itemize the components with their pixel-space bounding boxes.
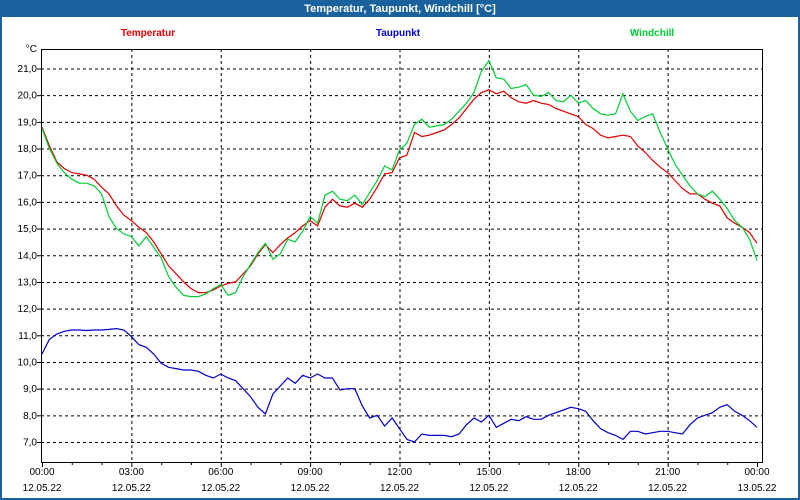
window-title: Temperatur, Taupunkt, Windchill [°C]	[2, 2, 798, 17]
series-taupunkt	[41, 327, 758, 443]
x-tick-time-label: 09:00	[298, 467, 323, 478]
y-tick-label: 19,0	[18, 117, 38, 128]
y-tick-label: 17,0	[18, 171, 38, 182]
x-tick-time-label: 21:00	[655, 467, 680, 478]
series-windchill	[41, 59, 758, 298]
y-tick-label: 13,0	[18, 277, 38, 288]
x-tick-date-label: 13.05.22	[738, 483, 777, 494]
legend-label-windchill: Windchill	[629, 28, 675, 39]
x-tick-date-label: 12.05.22	[23, 483, 62, 494]
y-tick-label: 11,0	[18, 331, 37, 342]
x-tick-time-label: 03:00	[119, 467, 144, 478]
x-tick-time-label: 18:00	[566, 467, 591, 478]
x-tick-date-label: 12.05.22	[112, 483, 151, 494]
y-tick-label: 20,0	[18, 91, 38, 102]
x-tick-time-label: 00:00	[29, 467, 54, 478]
x-tick-time-label: 12:00	[387, 467, 412, 478]
x-tick-date-label: 12.05.22	[648, 483, 687, 494]
y-tick-label: 10,0	[18, 357, 38, 368]
axis-ticks	[37, 68, 758, 467]
y-tick-label: 14,0	[18, 251, 38, 262]
x-tick-date-label: 12.05.22	[201, 483, 240, 494]
y-tick-label: 7,0	[23, 438, 37, 449]
series-temperatur	[41, 89, 758, 294]
y-tick-label: 18,0	[18, 144, 38, 155]
y-axis-unit-label: °C	[26, 44, 37, 55]
y-tick-label: 8,0	[23, 411, 37, 422]
y-tick-label: 16,0	[18, 197, 38, 208]
x-tick-date-label: 12.05.22	[559, 483, 598, 494]
y-tick-label: 9,0	[23, 384, 37, 395]
y-tick-label: 12,0	[18, 304, 38, 315]
x-tick-date-label: 12.05.22	[469, 483, 508, 494]
x-tick-date-label: 12.05.22	[291, 483, 330, 494]
legend-label-temperatur: Temperatur	[120, 28, 176, 39]
y-tick-label: 21,0	[18, 64, 38, 75]
plot-border	[41, 49, 763, 463]
y-tick-label: 15,0	[18, 224, 38, 235]
grid	[41, 49, 762, 462]
legend-label-taupunkt: Taupunkt	[375, 28, 421, 39]
axis-labels: °C 21,0 20,0 19,0 18,0 17,0 16,0 15,0 14,0 13,0 12…	[18, 44, 777, 494]
x-tick-time-label: 00:00	[744, 467, 769, 478]
x-tick-time-label: 06:00	[208, 467, 233, 478]
x-tick-date-label: 12.05.22	[380, 483, 419, 494]
x-tick-time-label: 15:00	[476, 467, 501, 478]
